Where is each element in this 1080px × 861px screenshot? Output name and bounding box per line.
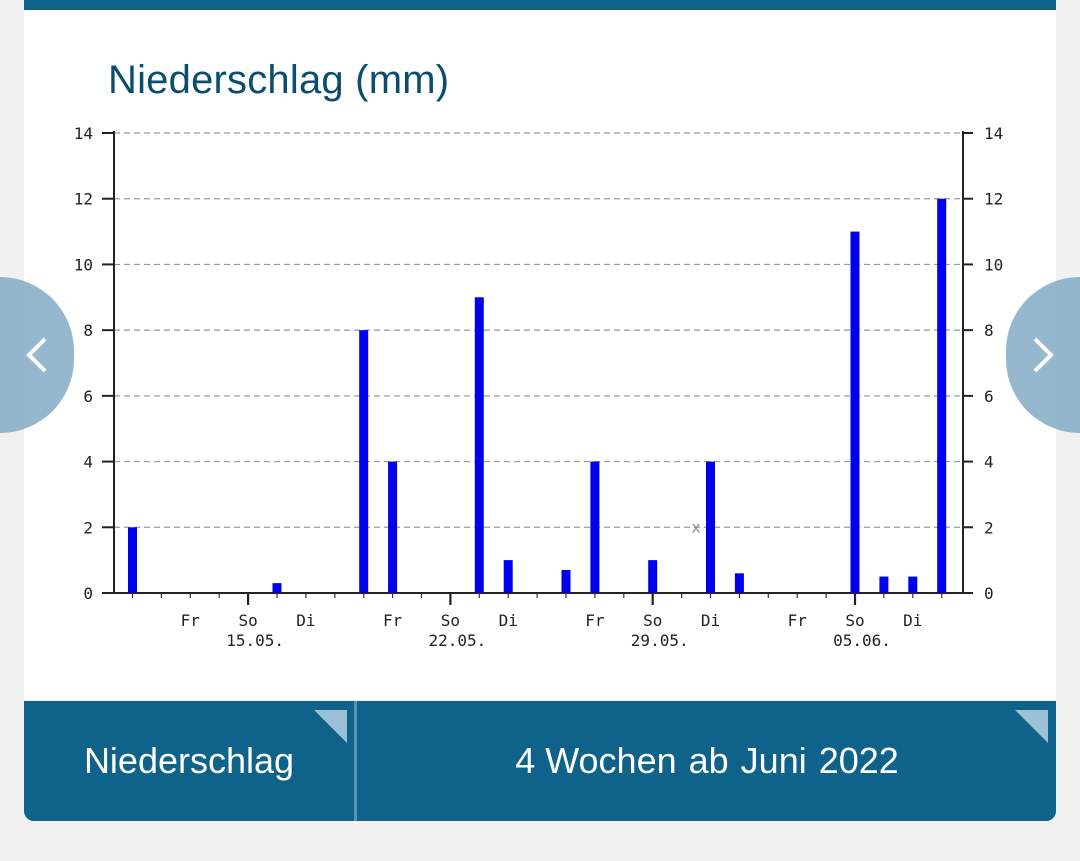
bar bbox=[937, 198, 947, 593]
y-tick-label-left: 8 bbox=[83, 321, 93, 340]
x-tick-label: Di bbox=[296, 611, 315, 630]
bar bbox=[359, 330, 369, 593]
chevron-right-icon bbox=[1033, 337, 1054, 373]
x-date-label: 15.05. bbox=[226, 631, 284, 650]
bar bbox=[850, 231, 860, 594]
x-tick-label: So bbox=[643, 611, 662, 630]
period-duration: 4 Wochen bbox=[515, 740, 677, 781]
x-tick-label: Di bbox=[701, 611, 720, 630]
y-tick-label-left: 6 bbox=[83, 387, 93, 406]
period-preposition: ab bbox=[688, 740, 729, 781]
bar bbox=[879, 576, 889, 593]
x-date-label: 29.05. bbox=[631, 631, 689, 650]
selector-divider bbox=[354, 701, 357, 821]
x-date-label: 05.06. bbox=[833, 631, 891, 650]
x-tick-label: Fr bbox=[383, 611, 403, 630]
y-tick-label-left: 12 bbox=[74, 190, 93, 209]
bar bbox=[706, 461, 715, 593]
y-tick-label-right: 0 bbox=[984, 584, 994, 603]
chart-title: Niederschlag (mm) bbox=[108, 58, 450, 102]
bar bbox=[503, 560, 513, 593]
bar bbox=[908, 576, 918, 593]
period-selector[interactable]: 4 Wochen ab Juni 2022 bbox=[358, 701, 1056, 821]
variable-selector[interactable]: Niederschlag bbox=[24, 701, 354, 821]
missing-data-marker: x bbox=[692, 518, 701, 536]
dropdown-corner-icon bbox=[314, 710, 347, 743]
bar bbox=[128, 527, 137, 593]
precipitation-chart: 0 0 2 2 4 4 6 6 8 8 10 10 12 12 14 14 Fr So Di Fr So Di Fr So Di… bbox=[74, 124, 1004, 650]
y-tick-label-right: 6 bbox=[984, 387, 994, 406]
y-tick-label-left: 2 bbox=[83, 518, 93, 537]
y-tick-label-right: 4 bbox=[984, 453, 994, 472]
x-tick-label: Di bbox=[903, 611, 922, 630]
bar bbox=[648, 560, 658, 593]
bar bbox=[272, 583, 282, 593]
y-tick-label-right: 10 bbox=[984, 255, 1003, 274]
chevron-left-icon bbox=[26, 337, 47, 373]
bar bbox=[388, 461, 398, 593]
x-tick-label: So bbox=[441, 611, 460, 630]
y-tick-label-right: 8 bbox=[984, 321, 994, 340]
period-month: Juni bbox=[740, 740, 807, 781]
x-tick-label: Fr bbox=[181, 611, 201, 630]
bar bbox=[590, 461, 600, 593]
x-tick-label: So bbox=[238, 611, 257, 630]
x-tick-label: Fr bbox=[585, 611, 605, 630]
bar bbox=[474, 297, 484, 593]
y-tick-label-left: 4 bbox=[83, 453, 93, 472]
dropdown-corner-icon bbox=[1015, 710, 1048, 743]
y-tick-label-right: 14 bbox=[984, 124, 1003, 143]
selector-bar: Niederschlag 4 Wochen ab Juni 2022 bbox=[24, 701, 1056, 821]
y-tick-label-right: 12 bbox=[984, 190, 1003, 209]
y-tick-label-left: 10 bbox=[74, 255, 93, 274]
top-bar bbox=[24, 0, 1056, 10]
x-tick-label: Fr bbox=[788, 611, 808, 630]
bar bbox=[734, 573, 744, 593]
y-tick-label-left: 14 bbox=[74, 124, 93, 143]
y-tick-label-left: 0 bbox=[83, 584, 93, 603]
x-tick-label: Di bbox=[499, 611, 518, 630]
period-year: 2022 bbox=[818, 740, 899, 781]
x-date-label: 22.05. bbox=[429, 631, 487, 650]
x-tick-label: So bbox=[845, 611, 864, 630]
variable-selector-label: Niederschlag bbox=[83, 740, 295, 781]
bar bbox=[561, 570, 571, 593]
y-tick-label-right: 2 bbox=[984, 518, 994, 537]
